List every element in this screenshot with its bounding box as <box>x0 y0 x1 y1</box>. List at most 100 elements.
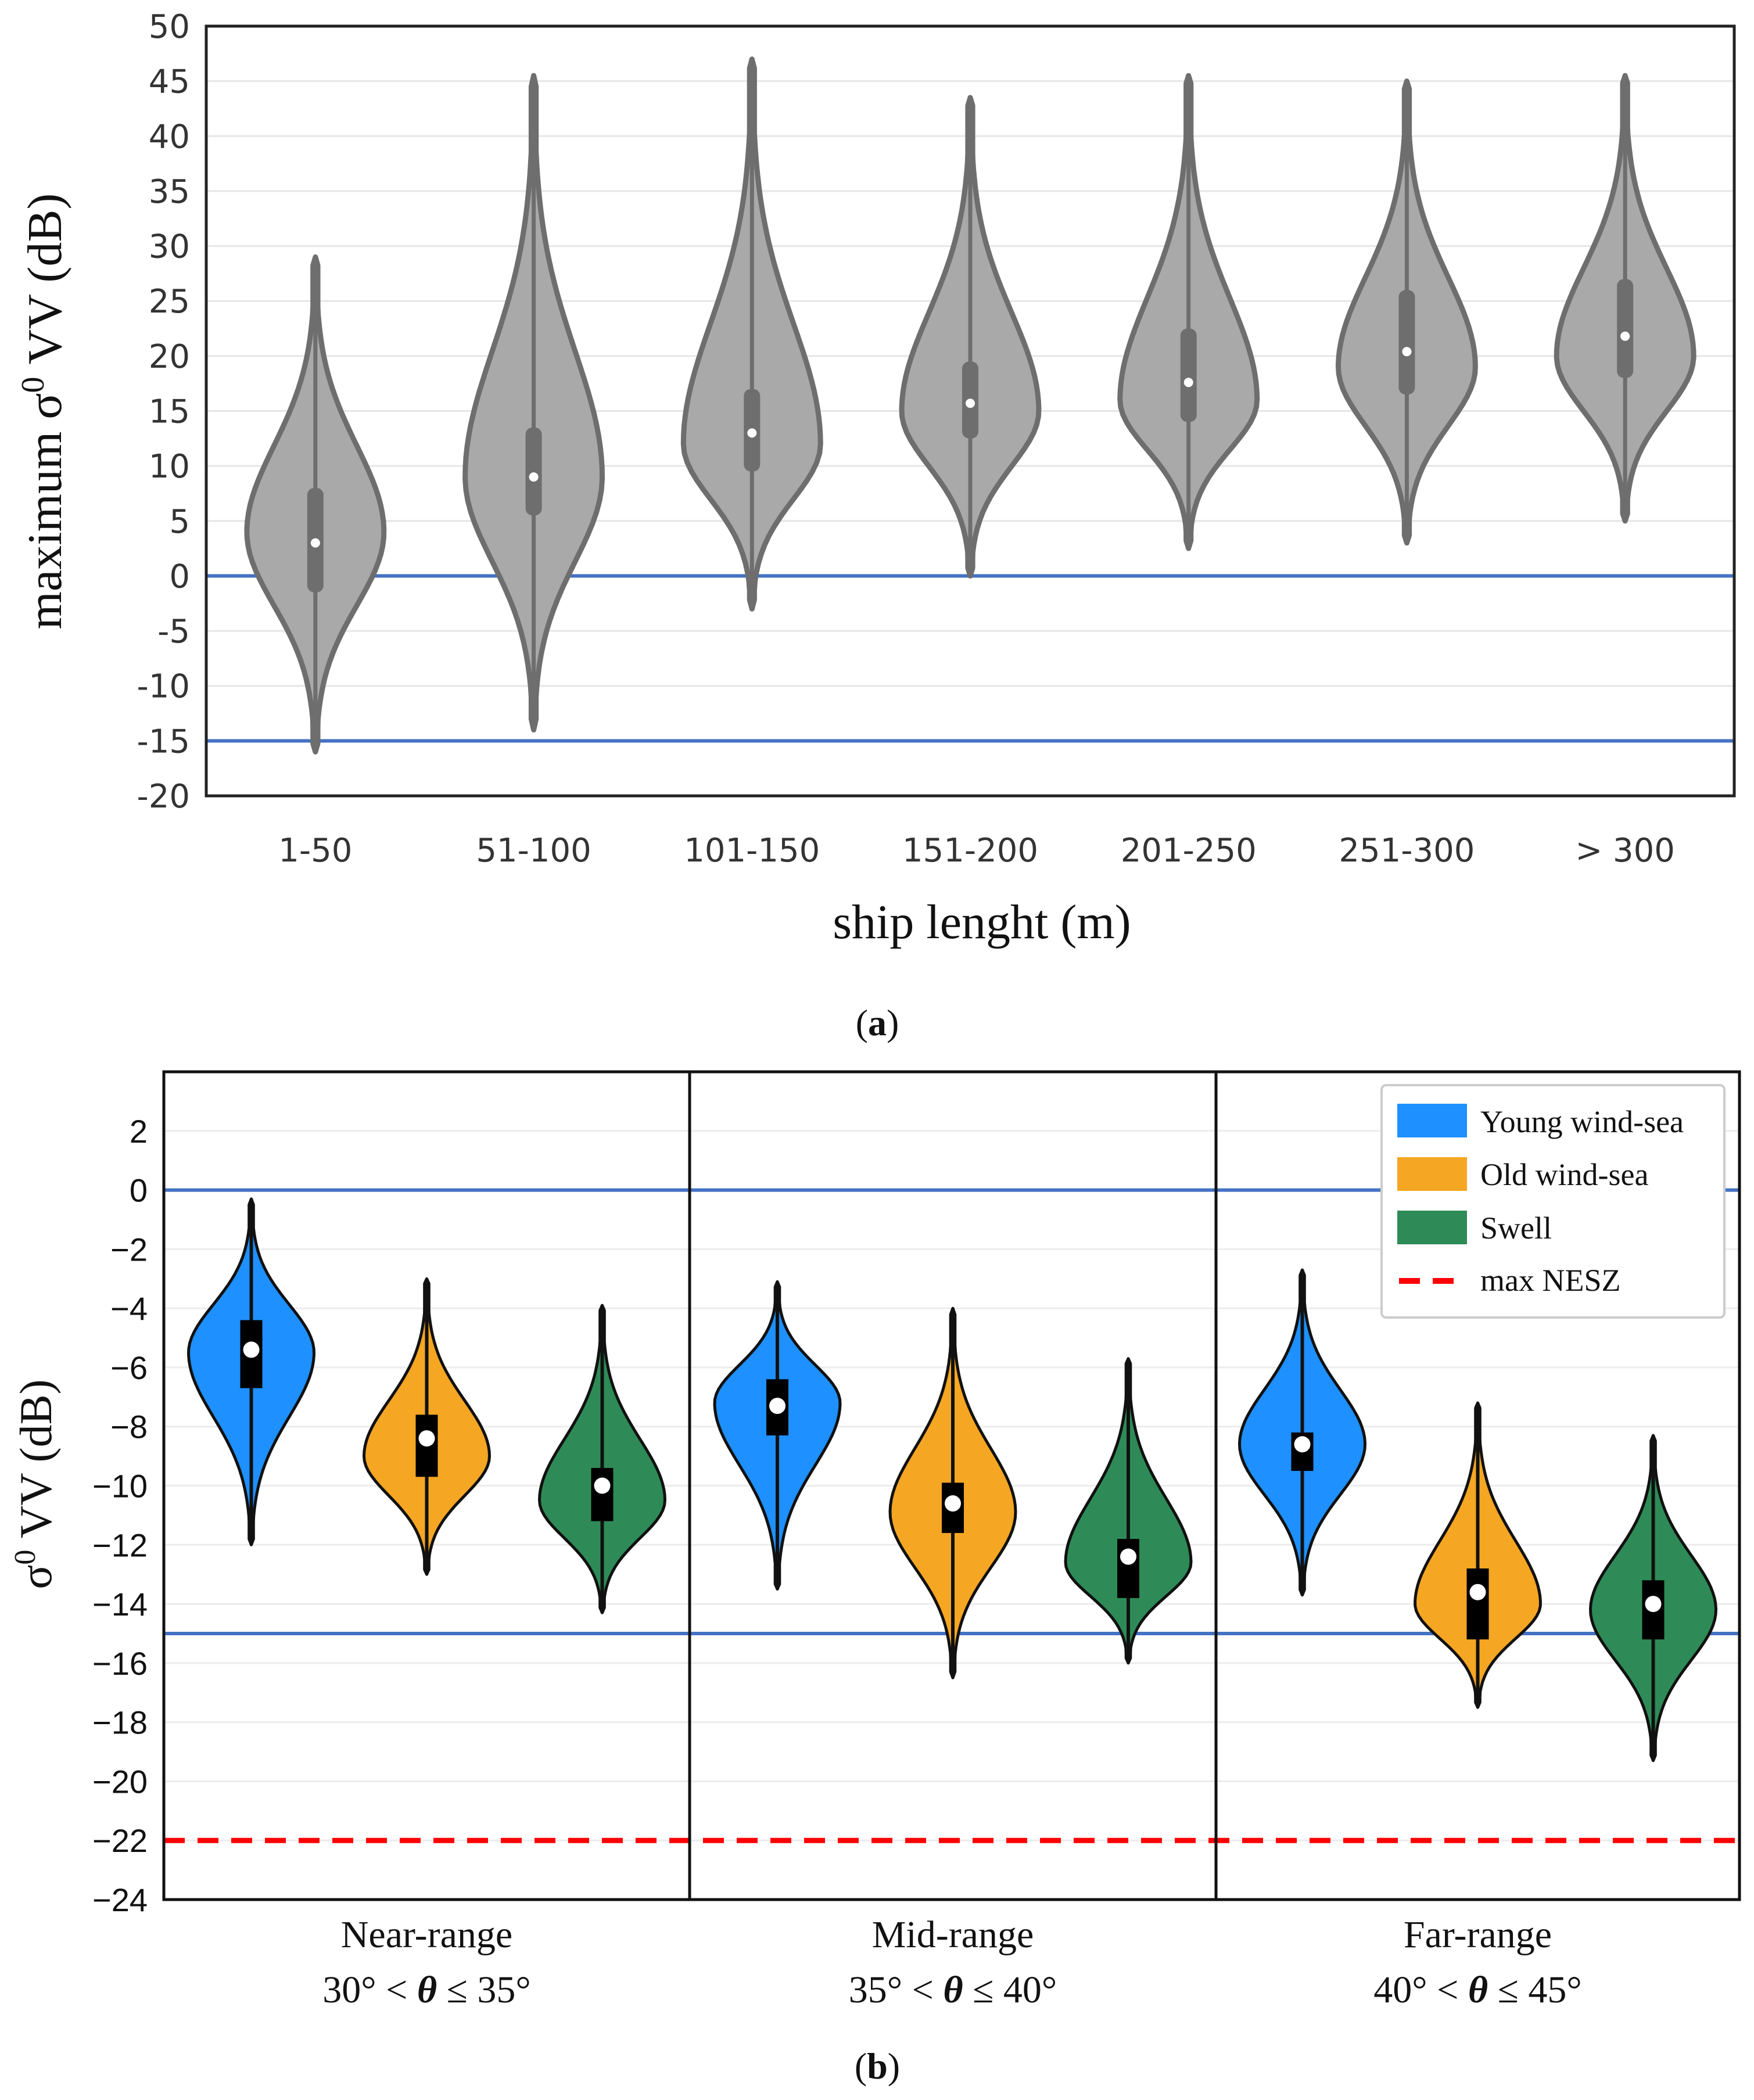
a-median-dot <box>966 399 975 408</box>
a-y-tick-label: 10 <box>149 448 190 486</box>
a-y-tick-label: -10 <box>137 668 190 706</box>
a-iqr-box <box>525 427 542 516</box>
b-y-tick-label: 2 <box>130 1113 148 1150</box>
b-median-dot <box>945 1495 961 1512</box>
a-y-tick-label: -5 <box>157 613 190 651</box>
b-y-tick-label: −10 <box>92 1468 148 1505</box>
b-y-axis-label: σ0 VV (dB) <box>9 1379 61 1589</box>
a-y-tick-label: 20 <box>149 338 190 376</box>
a-median-dot <box>1402 347 1412 357</box>
b-group-name: Near-range <box>341 1914 512 1956</box>
b-iqr-box <box>591 1467 614 1521</box>
a-x-tick-label: 51-100 <box>476 832 591 870</box>
b-median-dot <box>1294 1436 1311 1453</box>
b-y-ticks: −24−22−20−18−16−14−12−10−8−6−4−202 <box>92 1113 148 1918</box>
b-group-range: 40° < θ ≤ 45° <box>1373 1969 1582 2011</box>
a-iqr-box <box>1398 290 1415 395</box>
a-violin-5 <box>1117 73 1260 551</box>
legend-label-young-wind-sea: Young wind-sea <box>1480 1104 1684 1139</box>
b-iqr-box <box>1466 1568 1489 1640</box>
b-group-range: 30° < θ ≤ 35° <box>322 1969 531 2011</box>
legend-swatch-old-wind-sea <box>1397 1157 1467 1191</box>
b-violin-swell-3 <box>1589 1434 1717 1762</box>
a-violin-2 <box>462 73 605 733</box>
a-y-tick-label: 0 <box>169 558 190 595</box>
caption-b: (b) <box>855 2045 900 2087</box>
a-y-tick-label: 40 <box>149 118 190 156</box>
b-group-name: Far-range <box>1404 1914 1552 1956</box>
a-x-ticks: 1-50 51-100 101-150 151-200 201-250 251-300 > … <box>278 832 1675 870</box>
b-y-tick-label: −16 <box>92 1645 148 1682</box>
b-median-dot <box>1469 1584 1486 1600</box>
a-y-tick-label: 30 <box>149 228 190 266</box>
legend-swatch-young-wind-sea <box>1397 1104 1467 1137</box>
a-violin-1 <box>244 254 387 755</box>
a-iqr-box <box>1180 328 1197 422</box>
b-group-range: 35° < θ ≤ 40° <box>849 1969 1057 2011</box>
a-y-tick-label: 45 <box>149 63 190 101</box>
a-y-axis-label: maximum σ0 VV (dB) <box>15 193 72 630</box>
b-violin-young-wind-sea-2 <box>713 1280 842 1591</box>
b-y-tick-label: −8 <box>110 1409 148 1445</box>
a-violin-3 <box>680 56 823 612</box>
a-y-ticks: -20 -15 -10 -5 0 5 10 15 20 25 30 35 40 45 50 <box>137 8 190 816</box>
a-x-tick-label: 1-50 <box>278 832 352 870</box>
b-y-tick-label: −22 <box>92 1822 148 1859</box>
a-violins <box>244 56 1696 755</box>
b-y-tick-label: −18 <box>92 1704 148 1741</box>
b-median-dot <box>418 1430 435 1447</box>
a-median-dot <box>1183 378 1193 387</box>
legend-label-old-wind-sea: Old wind-sea <box>1480 1157 1648 1192</box>
legend-label-max-nesz: max NESZ <box>1480 1263 1620 1298</box>
b-y-tick-label: −2 <box>110 1231 148 1268</box>
a-violin-7 <box>1554 73 1696 524</box>
b-violin-swell-1 <box>538 1304 666 1614</box>
b-median-dot <box>594 1477 611 1494</box>
a-y-tick-label: 25 <box>149 283 190 321</box>
b-x-group-labels: Near-range 30° < θ ≤ 35° Mid-range 35° < θ … <box>322 1914 1582 2011</box>
caption-a: (a) <box>856 1002 899 1043</box>
b-y-tick-label: −24 <box>92 1882 148 1918</box>
b-violin-old-wind-sea-2 <box>888 1306 1017 1679</box>
a-median-dot <box>747 428 757 438</box>
legend-swatch-swell <box>1397 1211 1467 1244</box>
b-group-name: Mid-range <box>872 1914 1034 1956</box>
a-violin-4 <box>899 95 1042 579</box>
a-y-tick-label: 15 <box>149 393 190 431</box>
b-violin-old-wind-sea-1 <box>363 1277 491 1576</box>
a-iqr-box <box>1617 279 1634 378</box>
b-median-dot <box>769 1398 785 1415</box>
a-plot-frame <box>205 24 1736 798</box>
b-iqr-box <box>1117 1539 1139 1598</box>
a-x-tick-label: 101-150 <box>684 832 820 870</box>
legend-frame <box>1380 1084 1726 1319</box>
b-legend: Young wind-sea Old wind-sea Swell max NE… <box>1380 1084 1726 1319</box>
a-median-dot <box>1620 331 1630 341</box>
panel-b-chart: −24−22−20−18−16−14−12−10−8−6−4−202 Near-… <box>9 1070 1741 2087</box>
a-x-axis-label: ship lenght (m) <box>833 895 1131 949</box>
a-y-tick-label: 5 <box>169 503 190 541</box>
a-y-tick-label: -15 <box>137 723 190 760</box>
a-y-tick-label: 50 <box>149 8 190 46</box>
a-median-dot <box>529 472 539 482</box>
panel-a-chart: -20 -15 -10 -5 0 5 10 15 20 25 30 35 40 45 50 1-50 51-1… <box>15 8 1736 1043</box>
a-violin-6 <box>1335 78 1478 546</box>
a-x-tick-label: 251-300 <box>1339 832 1475 870</box>
b-y-tick-label: −14 <box>92 1586 148 1622</box>
b-violins <box>187 1197 1717 1762</box>
b-y-tick-label: −6 <box>110 1349 148 1386</box>
b-y-tick-label: −4 <box>110 1290 148 1327</box>
b-median-dot <box>1645 1596 1662 1613</box>
b-median-dot <box>243 1341 260 1358</box>
b-y-tick-label: −20 <box>92 1763 148 1800</box>
b-plot-frame <box>162 1070 1741 1901</box>
a-median-dot <box>310 538 320 548</box>
legend-label-swell: Swell <box>1480 1211 1552 1245</box>
b-y-tick-label: −12 <box>92 1527 148 1563</box>
a-x-tick-label: 201-250 <box>1121 832 1257 870</box>
a-y-tick-label: -20 <box>137 778 190 816</box>
b-violin-old-wind-sea-3 <box>1414 1401 1542 1709</box>
b-violin-swell-2 <box>1064 1357 1193 1665</box>
a-x-tick-label: > 300 <box>1575 832 1675 870</box>
